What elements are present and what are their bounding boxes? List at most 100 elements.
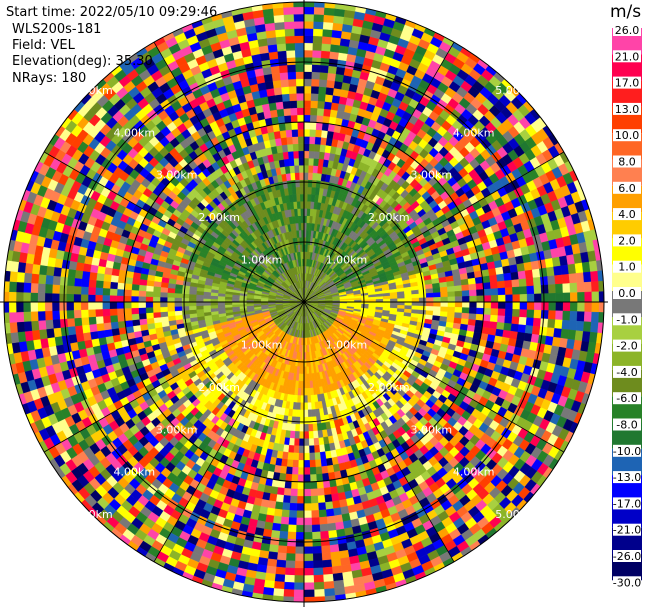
range-gate — [304, 396, 308, 403]
range-gate — [294, 446, 300, 454]
range-gate — [584, 282, 592, 292]
range-gate — [327, 73, 336, 81]
range-gate — [539, 327, 547, 336]
range-gate — [563, 283, 571, 293]
range-gate — [315, 137, 321, 145]
range-gate — [562, 320, 570, 330]
range-gate — [541, 285, 549, 294]
range-gate — [284, 582, 294, 590]
range-gate — [541, 310, 549, 319]
range-gate — [310, 474, 317, 482]
range-gate — [314, 589, 325, 597]
range-gate — [419, 306, 426, 311]
range-gate — [590, 271, 598, 282]
range-gate — [296, 410, 300, 417]
range-gate — [289, 503, 297, 511]
range-gate — [309, 165, 314, 172]
range-gate — [554, 266, 562, 276]
range-gate — [419, 289, 427, 294]
range-gate — [285, 474, 292, 482]
range-gate — [511, 324, 519, 332]
range-gate — [312, 539, 321, 547]
range-gate — [304, 21, 314, 28]
range-gate — [568, 264, 576, 274]
range-gate — [555, 311, 563, 320]
range-gate — [505, 287, 513, 295]
range-gate — [328, 530, 337, 538]
range-gate — [324, 581, 335, 589]
range-gate — [447, 286, 455, 292]
range-gate — [540, 276, 548, 285]
range-gate — [490, 282, 498, 289]
range-gate — [294, 590, 304, 597]
range-gate — [441, 302, 448, 307]
range-gate — [549, 302, 556, 311]
range-gate — [284, 575, 294, 583]
range-gate — [491, 288, 499, 295]
range-gate — [297, 489, 304, 496]
range-gate — [283, 495, 291, 503]
range-gate — [308, 403, 312, 410]
range-gate — [266, 566, 276, 574]
range-gate — [320, 72, 329, 80]
range-gate — [512, 279, 520, 287]
range-gate — [513, 302, 520, 310]
range-gate — [276, 495, 284, 503]
range-gate — [314, 14, 324, 22]
range-gate — [291, 474, 298, 482]
range-gate — [310, 467, 316, 475]
range-gate — [498, 302, 505, 309]
range-gate — [274, 581, 285, 589]
range-gate — [313, 43, 322, 51]
range-gate — [532, 326, 540, 335]
range-gate — [532, 269, 540, 278]
range-gate — [295, 554, 304, 561]
range-gate — [284, 488, 291, 496]
range-gate — [316, 467, 323, 475]
range-gate — [534, 294, 541, 302]
range-gate — [315, 452, 321, 460]
range-gate — [570, 311, 578, 321]
range-gate — [511, 272, 519, 280]
range-gate — [304, 439, 309, 446]
range-gate — [304, 432, 309, 439]
range-gate — [475, 277, 483, 284]
range-gate — [398, 302, 405, 306]
range-gate — [477, 302, 484, 308]
range-gate — [332, 566, 342, 574]
range-gate — [304, 72, 312, 79]
range-gate — [440, 287, 448, 293]
range-gate — [304, 554, 313, 561]
range-gate — [330, 552, 340, 560]
range-gate — [316, 130, 323, 138]
range-gate — [455, 307, 463, 313]
range-gate — [304, 79, 312, 86]
range-gate — [498, 288, 506, 295]
range-gate — [288, 445, 294, 453]
range-gate — [304, 525, 312, 532]
range-gate — [462, 308, 470, 314]
range-gate — [298, 475, 304, 482]
range-gate — [505, 280, 513, 288]
range-gate — [462, 313, 470, 319]
range-gate — [327, 523, 336, 531]
range-gate — [310, 460, 316, 468]
range-gate — [561, 265, 569, 275]
range-gate — [270, 537, 279, 545]
range-gate — [295, 431, 300, 438]
range-gate — [462, 302, 469, 308]
range-gate — [333, 580, 344, 588]
range-gate — [526, 278, 534, 287]
range-gate — [314, 582, 324, 590]
range-gate — [304, 64, 312, 71]
range-gate — [575, 263, 583, 274]
range-gate — [312, 518, 320, 526]
range-gate — [317, 481, 324, 489]
range-gate — [296, 525, 304, 532]
range-gate — [462, 285, 470, 291]
range-gate — [294, 583, 304, 590]
range-gate — [548, 319, 556, 328]
range-gate — [569, 321, 577, 331]
range-gate — [470, 302, 477, 308]
